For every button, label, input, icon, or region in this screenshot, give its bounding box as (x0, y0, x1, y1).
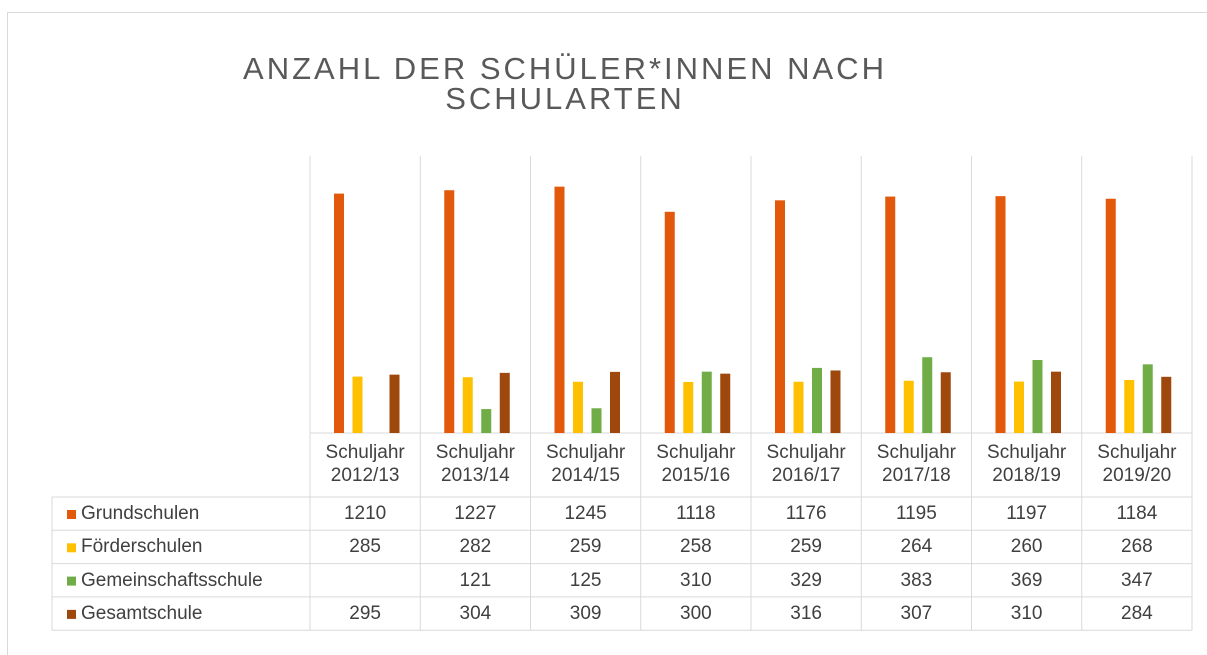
table-cell: 310 (680, 569, 712, 591)
bar (775, 200, 785, 433)
bar (591, 408, 602, 433)
table-cell: 259 (790, 536, 822, 558)
bar (812, 367, 822, 433)
x-tick-label: Schuljahr 2019/20 (1097, 442, 1177, 486)
chart-border (7, 12, 1207, 655)
table-cell: 347 (1121, 569, 1153, 591)
table-cell: 264 (900, 536, 933, 558)
legend-label: Förderschulen (81, 536, 203, 558)
table-cell: 258 (680, 536, 712, 558)
table-cell: 1184 (1116, 503, 1158, 524)
chart-title: ANZAHL DER SCHÜLER*INNEN NACH SCHULARTEN (243, 51, 887, 116)
bar (573, 381, 583, 433)
bar (830, 370, 841, 433)
table-cell: 260 (1010, 536, 1043, 558)
table-cell: 369 (1010, 569, 1043, 591)
table-cell: 1227 (454, 503, 497, 524)
table-cell: 300 (680, 602, 712, 624)
table-cell: 259 (569, 536, 602, 558)
x-tick-label: Schuljahr 2016/17 (766, 442, 846, 486)
bar (610, 371, 620, 433)
bar (922, 357, 933, 433)
bar (389, 374, 400, 433)
bar (334, 193, 344, 433)
table-cell: 310 (1010, 602, 1043, 624)
table-cell: 1197 (1006, 503, 1048, 524)
table-cell: 121 (459, 569, 492, 591)
table-cell: 295 (349, 602, 381, 624)
x-tick-label: Schuljahr 2015/16 (656, 442, 736, 486)
bar (462, 377, 473, 433)
legend-key (67, 543, 76, 553)
bar (1051, 371, 1061, 433)
x-tick-label: Schuljahr 2013/14 (435, 442, 515, 486)
table-cell: 1195 (895, 503, 937, 524)
table-cell: 309 (569, 602, 602, 624)
bar (499, 372, 510, 433)
x-tick-label: Schuljahr 2018/19 (987, 442, 1067, 486)
bar (554, 186, 565, 433)
legend-label: Grundschulen (81, 503, 200, 524)
bar (701, 371, 712, 433)
bar (683, 381, 694, 433)
legend-key (67, 510, 76, 519)
table-cell: 383 (900, 569, 933, 591)
legend-label: Gesamtschule (81, 602, 203, 624)
x-tick-label: Schuljahr 2014/15 (546, 442, 626, 486)
bar (885, 196, 896, 433)
bar (720, 373, 731, 433)
table-cell: 1210 (343, 503, 387, 524)
bar (940, 372, 951, 433)
bar (664, 211, 675, 433)
bar (1161, 376, 1172, 433)
legend-key (67, 576, 76, 586)
bar (481, 409, 492, 433)
legend-label: Gemeinschaftsschule (81, 569, 263, 591)
bar (995, 196, 1006, 433)
table-cell: 285 (349, 536, 381, 558)
table-cell: 268 (1121, 536, 1153, 558)
bar (1124, 379, 1135, 433)
table-cell: 316 (790, 602, 822, 624)
bar (793, 381, 804, 433)
bar (1142, 364, 1153, 433)
table-cell: 282 (459, 536, 492, 558)
bar (1014, 381, 1024, 433)
bar (352, 376, 363, 433)
x-tick-label: Schuljahr 2012/13 (325, 442, 405, 486)
table-cell: 304 (459, 602, 492, 624)
bar (1105, 198, 1116, 433)
x-tick-label: Schuljahr 2017/18 (876, 442, 956, 486)
bar (903, 380, 914, 433)
table-cell: 1176 (785, 503, 827, 524)
table-cell: 329 (790, 569, 822, 591)
table-cell: 1118 (676, 503, 716, 524)
bar (444, 190, 455, 433)
legend-key (67, 609, 76, 619)
table-cell: 307 (900, 602, 933, 624)
table-cell: 284 (1121, 602, 1153, 624)
table-cell: 125 (569, 569, 602, 591)
table-cell: 1245 (564, 503, 607, 524)
bar (1032, 359, 1043, 433)
